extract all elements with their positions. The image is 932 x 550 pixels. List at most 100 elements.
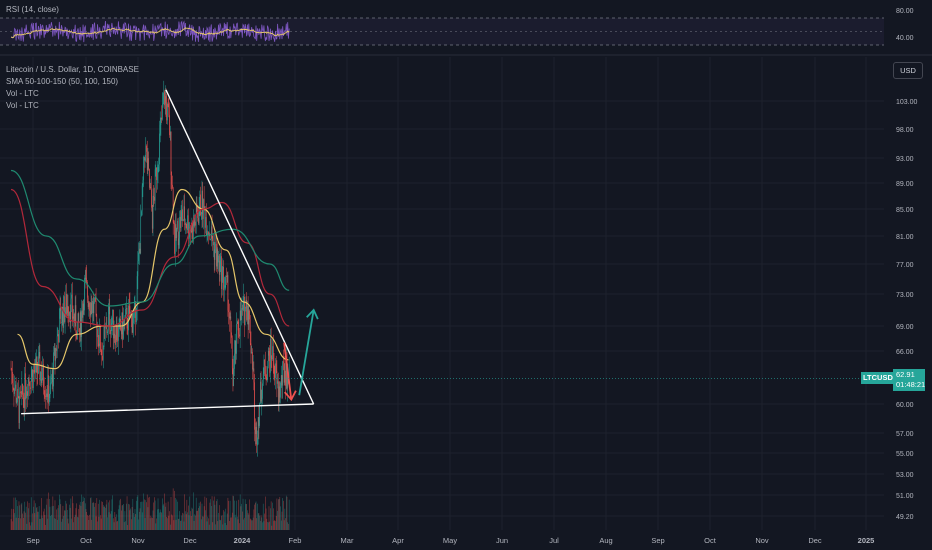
candle-body bbox=[118, 326, 119, 341]
rsi-line bbox=[10, 20, 290, 43]
price-axis[interactable]: 103.00 98.00 93.00 89.00 85.00 81.00 77.00 73.0… bbox=[896, 99, 918, 521]
volume-bar bbox=[234, 500, 235, 530]
volume-bar bbox=[149, 518, 151, 530]
volume-bar bbox=[262, 503, 264, 530]
volume-bar bbox=[216, 499, 218, 530]
candle-body bbox=[95, 301, 97, 316]
volume-bar bbox=[201, 503, 203, 530]
volume-legend[interactable]: Vol - LTC bbox=[6, 89, 39, 98]
volume-bar bbox=[20, 504, 22, 530]
candle-body bbox=[287, 377, 289, 389]
candle-body bbox=[108, 306, 110, 315]
candle-body bbox=[35, 357, 37, 359]
volume-bar bbox=[174, 490, 175, 530]
candle-body bbox=[206, 233, 208, 236]
rsi-signal-line bbox=[10, 27, 290, 38]
candle-body bbox=[277, 381, 278, 384]
candle-body bbox=[70, 298, 72, 323]
volume-bar bbox=[127, 525, 129, 530]
volume-bar bbox=[190, 516, 192, 530]
volume-bar bbox=[281, 511, 283, 530]
volume-bar bbox=[38, 506, 40, 530]
candle-body bbox=[282, 361, 283, 386]
volume-bar bbox=[285, 495, 287, 530]
candle-body bbox=[86, 278, 87, 283]
volume-bar bbox=[120, 498, 121, 530]
volume-legend-2[interactable]: Vol - LTC bbox=[6, 101, 39, 110]
volume-bar bbox=[189, 496, 191, 530]
y-tick-label: 98.00 bbox=[896, 127, 914, 134]
volume-bar bbox=[59, 494, 60, 530]
candle-body bbox=[220, 256, 222, 261]
candle-body bbox=[219, 260, 221, 275]
candle-body bbox=[144, 158, 146, 161]
candle-body bbox=[48, 398, 50, 404]
candle-body bbox=[226, 275, 227, 277]
volume-bar bbox=[235, 517, 237, 530]
trendline-drawings[interactable] bbox=[0, 89, 884, 415]
candle-body bbox=[32, 369, 33, 388]
candle-body bbox=[241, 308, 242, 321]
volume-bar bbox=[48, 492, 49, 530]
volume-bar bbox=[93, 503, 95, 530]
volume-bar bbox=[47, 518, 49, 530]
candle-body bbox=[242, 308, 243, 310]
symbol-title[interactable]: Litecoin / U.S. Dollar, 1D, COINBASE bbox=[6, 65, 139, 74]
red-arrow-head bbox=[284, 390, 297, 402]
candle-body bbox=[27, 391, 28, 396]
volume-bar bbox=[29, 522, 31, 530]
candle-body bbox=[14, 388, 15, 394]
rsi-legend[interactable]: RSI (14, close) bbox=[6, 5, 59, 14]
volume-bar bbox=[187, 505, 189, 530]
candle-body bbox=[216, 243, 217, 267]
candle-body bbox=[116, 324, 118, 341]
candle-body bbox=[233, 368, 234, 387]
volume-bar bbox=[226, 525, 227, 530]
volume-bar bbox=[276, 498, 278, 530]
candle-body bbox=[225, 275, 227, 286]
candle-body bbox=[243, 296, 245, 302]
candle-body bbox=[65, 293, 67, 312]
currency-button[interactable]: USD bbox=[893, 62, 923, 79]
last-price-tag: LTCUSD 62.91 01:48:21 bbox=[861, 369, 925, 391]
volume-bar bbox=[231, 517, 232, 530]
sma-legend[interactable]: SMA 50-100-150 (50, 100, 150) bbox=[6, 77, 119, 86]
candle-body bbox=[54, 347, 56, 361]
candle-body bbox=[56, 336, 58, 351]
volume-bar bbox=[15, 517, 17, 530]
candle-body bbox=[38, 352, 40, 357]
candle-body bbox=[120, 318, 121, 330]
volume-bar bbox=[134, 509, 136, 530]
candle-body bbox=[257, 417, 259, 438]
candle-body bbox=[244, 308, 246, 326]
candle-body bbox=[270, 338, 272, 359]
volume-bar bbox=[108, 512, 110, 530]
volume-bar bbox=[228, 500, 229, 530]
volume-bar bbox=[163, 503, 165, 530]
candle-body bbox=[67, 306, 69, 313]
x-tick-label: Jul bbox=[549, 536, 559, 545]
candle-body bbox=[140, 215, 142, 254]
volume-bar bbox=[273, 508, 274, 530]
volume-bar bbox=[251, 520, 252, 530]
time-axis[interactable]: Sep Oct Nov Dec 2024 Feb Mar Apr May Jun Jul Aug Sep… bbox=[26, 536, 874, 545]
candle-body bbox=[205, 217, 206, 228]
volume-bar bbox=[135, 513, 136, 530]
candle-body bbox=[31, 369, 33, 377]
volume-bar bbox=[185, 514, 187, 530]
volume-bar bbox=[154, 497, 155, 530]
volume-bar bbox=[121, 505, 123, 530]
candle-body bbox=[110, 324, 112, 335]
candle-body bbox=[97, 329, 98, 338]
candle-body bbox=[100, 326, 101, 351]
volume-bar bbox=[156, 518, 157, 530]
volume-bar bbox=[227, 497, 229, 530]
volume-bar bbox=[22, 513, 23, 530]
volume-bar bbox=[58, 505, 59, 530]
candle-body bbox=[267, 366, 268, 381]
volume-bar bbox=[104, 506, 106, 530]
candle-body bbox=[108, 314, 109, 332]
volume-bar bbox=[53, 518, 55, 530]
candle-body bbox=[180, 216, 181, 228]
